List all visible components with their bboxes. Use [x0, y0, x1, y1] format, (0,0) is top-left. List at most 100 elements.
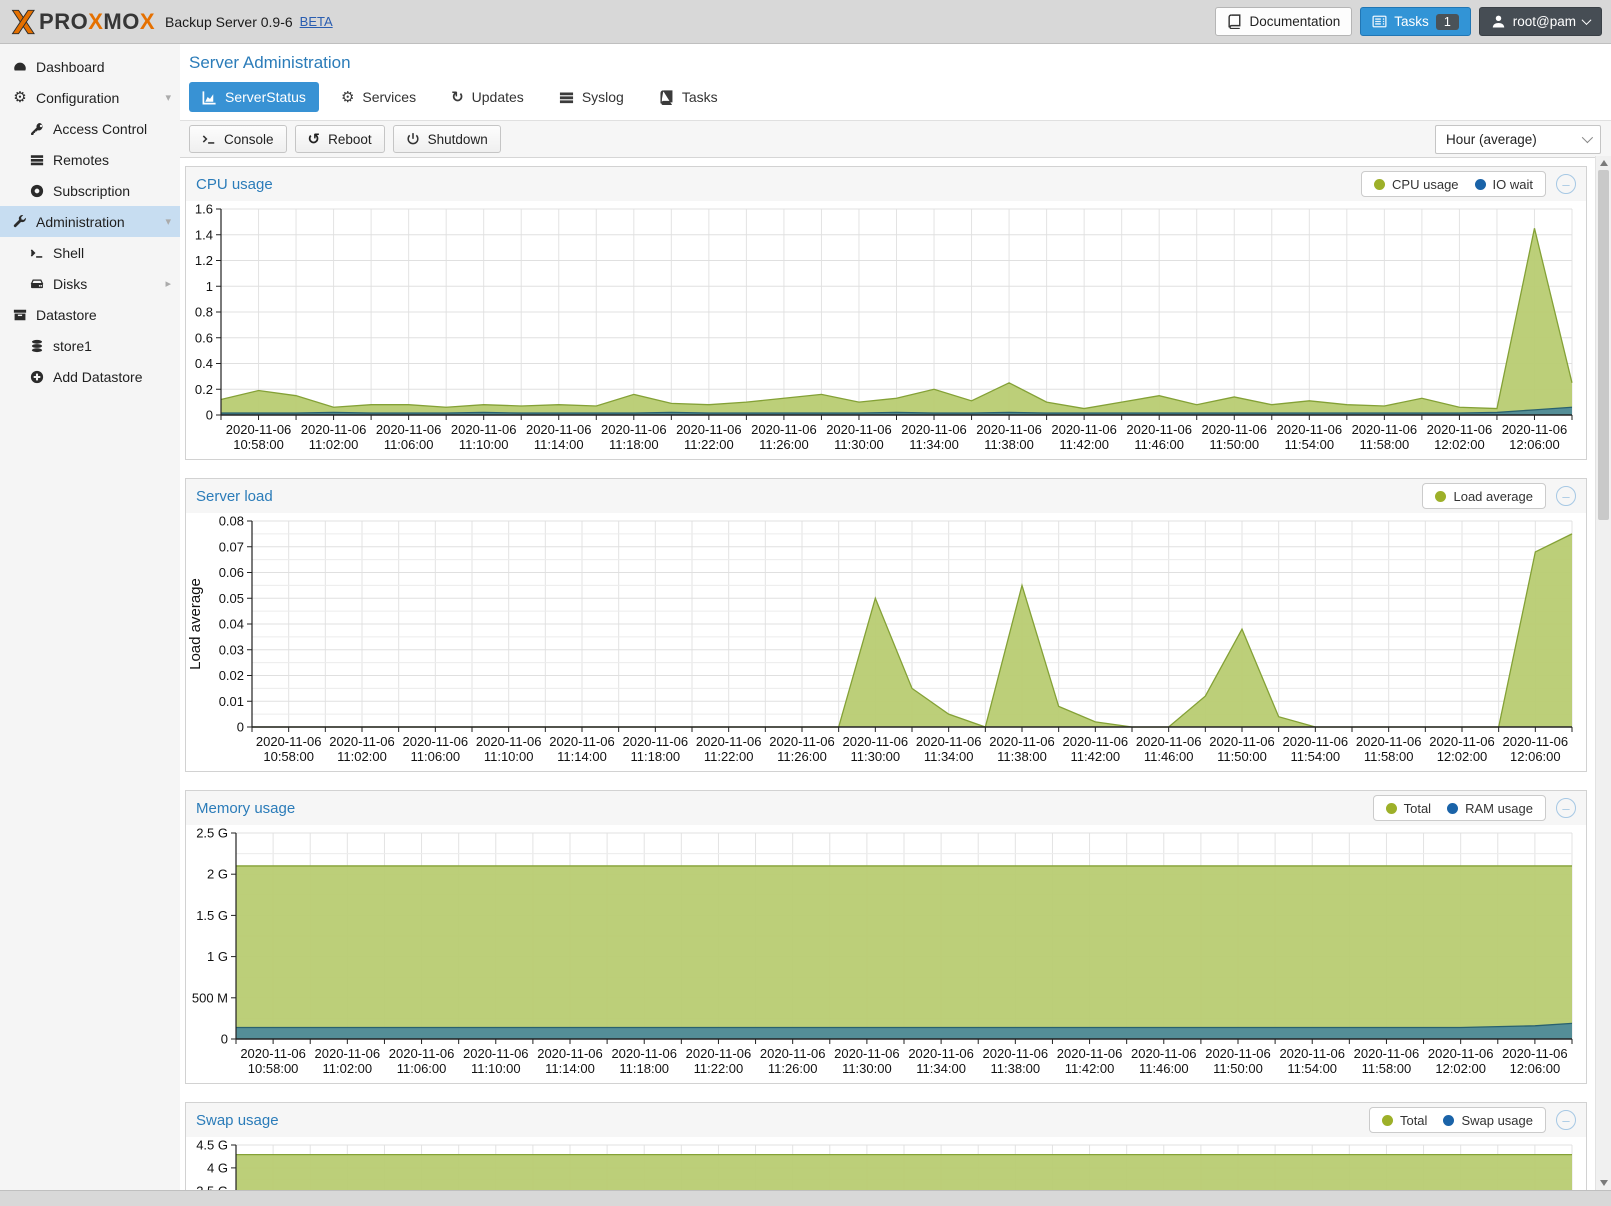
svg-text:2020-11-06: 2020-11-06 [834, 1046, 900, 1061]
chevron-down-icon[interactable]: ▾ [165, 92, 171, 104]
svg-text:2020-11-06: 2020-11-06 [256, 734, 322, 749]
svg-text:2020-11-06: 2020-11-06 [601, 422, 667, 437]
collapse-panel-button[interactable]: – [1556, 798, 1576, 818]
svg-text:11:50:00: 11:50:00 [1209, 437, 1259, 452]
legend-item-total[interactable]: Total [1385, 801, 1431, 816]
svg-text:11:42:00: 11:42:00 [1071, 749, 1121, 764]
sidebar-item-shell[interactable]: Shell [0, 237, 180, 268]
svg-text:2020-11-06: 2020-11-06 [1136, 734, 1202, 749]
tab-updates[interactable]: ↻ Updates [438, 82, 537, 112]
terminal-icon [202, 132, 216, 146]
svg-text:2020-11-06: 2020-11-06 [463, 1046, 529, 1061]
scroll-up-arrow[interactable] [1596, 156, 1611, 170]
legend-item-total[interactable]: Total [1381, 1113, 1427, 1128]
svg-text:11:26:00: 11:26:00 [759, 437, 809, 452]
svg-text:2020-11-06: 2020-11-06 [1356, 734, 1422, 749]
svg-text:2020-11-06: 2020-11-06 [1209, 734, 1275, 749]
chart-title: Memory usage [196, 799, 296, 817]
tab-syslog[interactable]: Syslog [546, 82, 637, 112]
chart-legend: Total RAM usage [1372, 795, 1546, 821]
svg-text:1.4: 1.4 [195, 227, 213, 242]
tab-serverstatus[interactable]: ServerStatus [189, 82, 319, 112]
sidebar-item-configuration[interactable]: ⚙ Configuration ▾ [0, 82, 180, 113]
reboot-button[interactable]: ↺ Reboot [294, 125, 385, 153]
user-menu-button[interactable]: root@pam [1478, 7, 1602, 36]
svg-text:0.07: 0.07 [219, 539, 244, 554]
svg-text:2020-11-06: 2020-11-06 [916, 734, 982, 749]
legend-item-swap-usage[interactable]: Swap usage [1443, 1113, 1533, 1128]
vertical-scrollbar[interactable] [1595, 156, 1611, 1190]
chart-legend: CPU usage IO wait [1361, 171, 1546, 197]
svg-text:0.08: 0.08 [219, 514, 244, 529]
legend-item-ram-usage[interactable]: RAM usage [1447, 801, 1533, 816]
svg-text:2020-11-06: 2020-11-06 [376, 422, 442, 437]
svg-text:1 G: 1 G [207, 949, 228, 964]
chart-cpu-usage: 0 0.2 0.4 0.6 0.8 1 1.2 1.4 1.6 2020-11-06 10:58:0… [186, 201, 1586, 459]
chart-legend: Load average [1422, 483, 1546, 509]
sidebar: Dashboard ⚙ Configuration ▾ Access Control Re… [0, 44, 180, 1190]
shutdown-button[interactable]: Shutdown [392, 125, 501, 153]
chevron-down-icon[interactable]: ▾ [165, 216, 171, 228]
svg-text:4 G: 4 G [207, 1160, 228, 1175]
svg-text:11:02:00: 11:02:00 [309, 437, 359, 452]
svg-text:11:14:00: 11:14:00 [534, 437, 584, 452]
svg-text:2020-11-06: 2020-11-06 [989, 734, 1055, 749]
tab-tasks[interactable]: Tasks [646, 82, 731, 112]
legend-item-load-average[interactable]: Load average [1435, 489, 1533, 504]
svg-text:11:58:00: 11:58:00 [1364, 749, 1414, 764]
chevron-right-icon[interactable]: ▸ [165, 278, 171, 290]
hdd-icon [27, 277, 47, 291]
svg-text:12:06:00: 12:06:00 [1510, 749, 1561, 764]
svg-text:2020-11-06: 2020-11-06 [1126, 422, 1192, 437]
console-button[interactable]: Console [189, 125, 287, 153]
sidebar-item-remotes[interactable]: Remotes [0, 144, 180, 175]
timeframe-select[interactable]: Hour (average) [1435, 124, 1601, 154]
svg-text:0: 0 [237, 720, 244, 735]
svg-text:1.2: 1.2 [195, 253, 213, 268]
collapse-panel-button[interactable]: – [1556, 486, 1576, 506]
svg-text:2020-11-06: 2020-11-06 [1428, 1046, 1494, 1061]
sidebar-item-datastore[interactable]: Datastore [0, 299, 180, 330]
beta-link[interactable]: BETA [299, 14, 333, 29]
tasks-button[interactable]: Tasks 1 [1360, 7, 1471, 36]
svg-text:0: 0 [206, 408, 213, 423]
sidebar-item-label: Dashboard [36, 58, 105, 75]
sidebar-item-store1[interactable]: store1 [0, 330, 180, 361]
scroll-down-arrow[interactable] [1596, 1176, 1611, 1190]
svg-text:2020-11-06: 2020-11-06 [476, 734, 542, 749]
legend-dot [1381, 1114, 1393, 1126]
sidebar-item-dashboard[interactable]: Dashboard [0, 51, 180, 82]
sidebar-item-access-control[interactable]: Access Control [0, 113, 180, 144]
svg-text:11:46:00: 11:46:00 [1134, 437, 1184, 452]
key-icon [27, 122, 47, 136]
svg-text:500 M: 500 M [192, 990, 228, 1005]
svg-text:0.2: 0.2 [195, 382, 213, 397]
collapse-panel-button[interactable]: – [1556, 1110, 1576, 1130]
svg-text:2020-11-06: 2020-11-06 [1502, 422, 1568, 437]
chart-area-icon [202, 90, 217, 105]
sidebar-item-disks[interactable]: Disks ▸ [0, 268, 180, 299]
legend-item-io-wait[interactable]: IO wait [1474, 177, 1533, 192]
sidebar-item-subscription[interactable]: Subscription [0, 175, 180, 206]
product-name: Backup Server 0.9-6 [165, 13, 293, 30]
svg-text:11:02:00: 11:02:00 [337, 749, 387, 764]
svg-text:11:46:00: 11:46:00 [1139, 1061, 1189, 1076]
documentation-button[interactable]: Documentation [1215, 7, 1353, 36]
svg-text:2020-11-06: 2020-11-06 [1057, 1046, 1123, 1061]
sidebar-item-add-datastore[interactable]: Add Datastore [0, 361, 180, 392]
legend-dot [1447, 802, 1459, 814]
svg-text:11:22:00: 11:22:00 [694, 1061, 744, 1076]
svg-text:1: 1 [206, 279, 213, 294]
svg-text:11:30:00: 11:30:00 [851, 749, 901, 764]
svg-text:11:22:00: 11:22:00 [684, 437, 734, 452]
legend-item-cpu-usage[interactable]: CPU usage [1374, 177, 1459, 192]
tab-services[interactable]: ⚙ Services [328, 82, 429, 112]
svg-text:2.5 G: 2.5 G [196, 826, 228, 841]
collapse-panel-button[interactable]: – [1556, 174, 1576, 194]
svg-text:11:42:00: 11:42:00 [1059, 437, 1109, 452]
sidebar-item-label: Datastore [36, 306, 97, 323]
sidebar-item-administration[interactable]: Administration ▾ [0, 206, 180, 237]
svg-text:4.5 G: 4.5 G [196, 1138, 228, 1153]
scrollbar-thumb[interactable] [1598, 170, 1609, 520]
svg-text:2020-11-06: 2020-11-06 [976, 422, 1042, 437]
